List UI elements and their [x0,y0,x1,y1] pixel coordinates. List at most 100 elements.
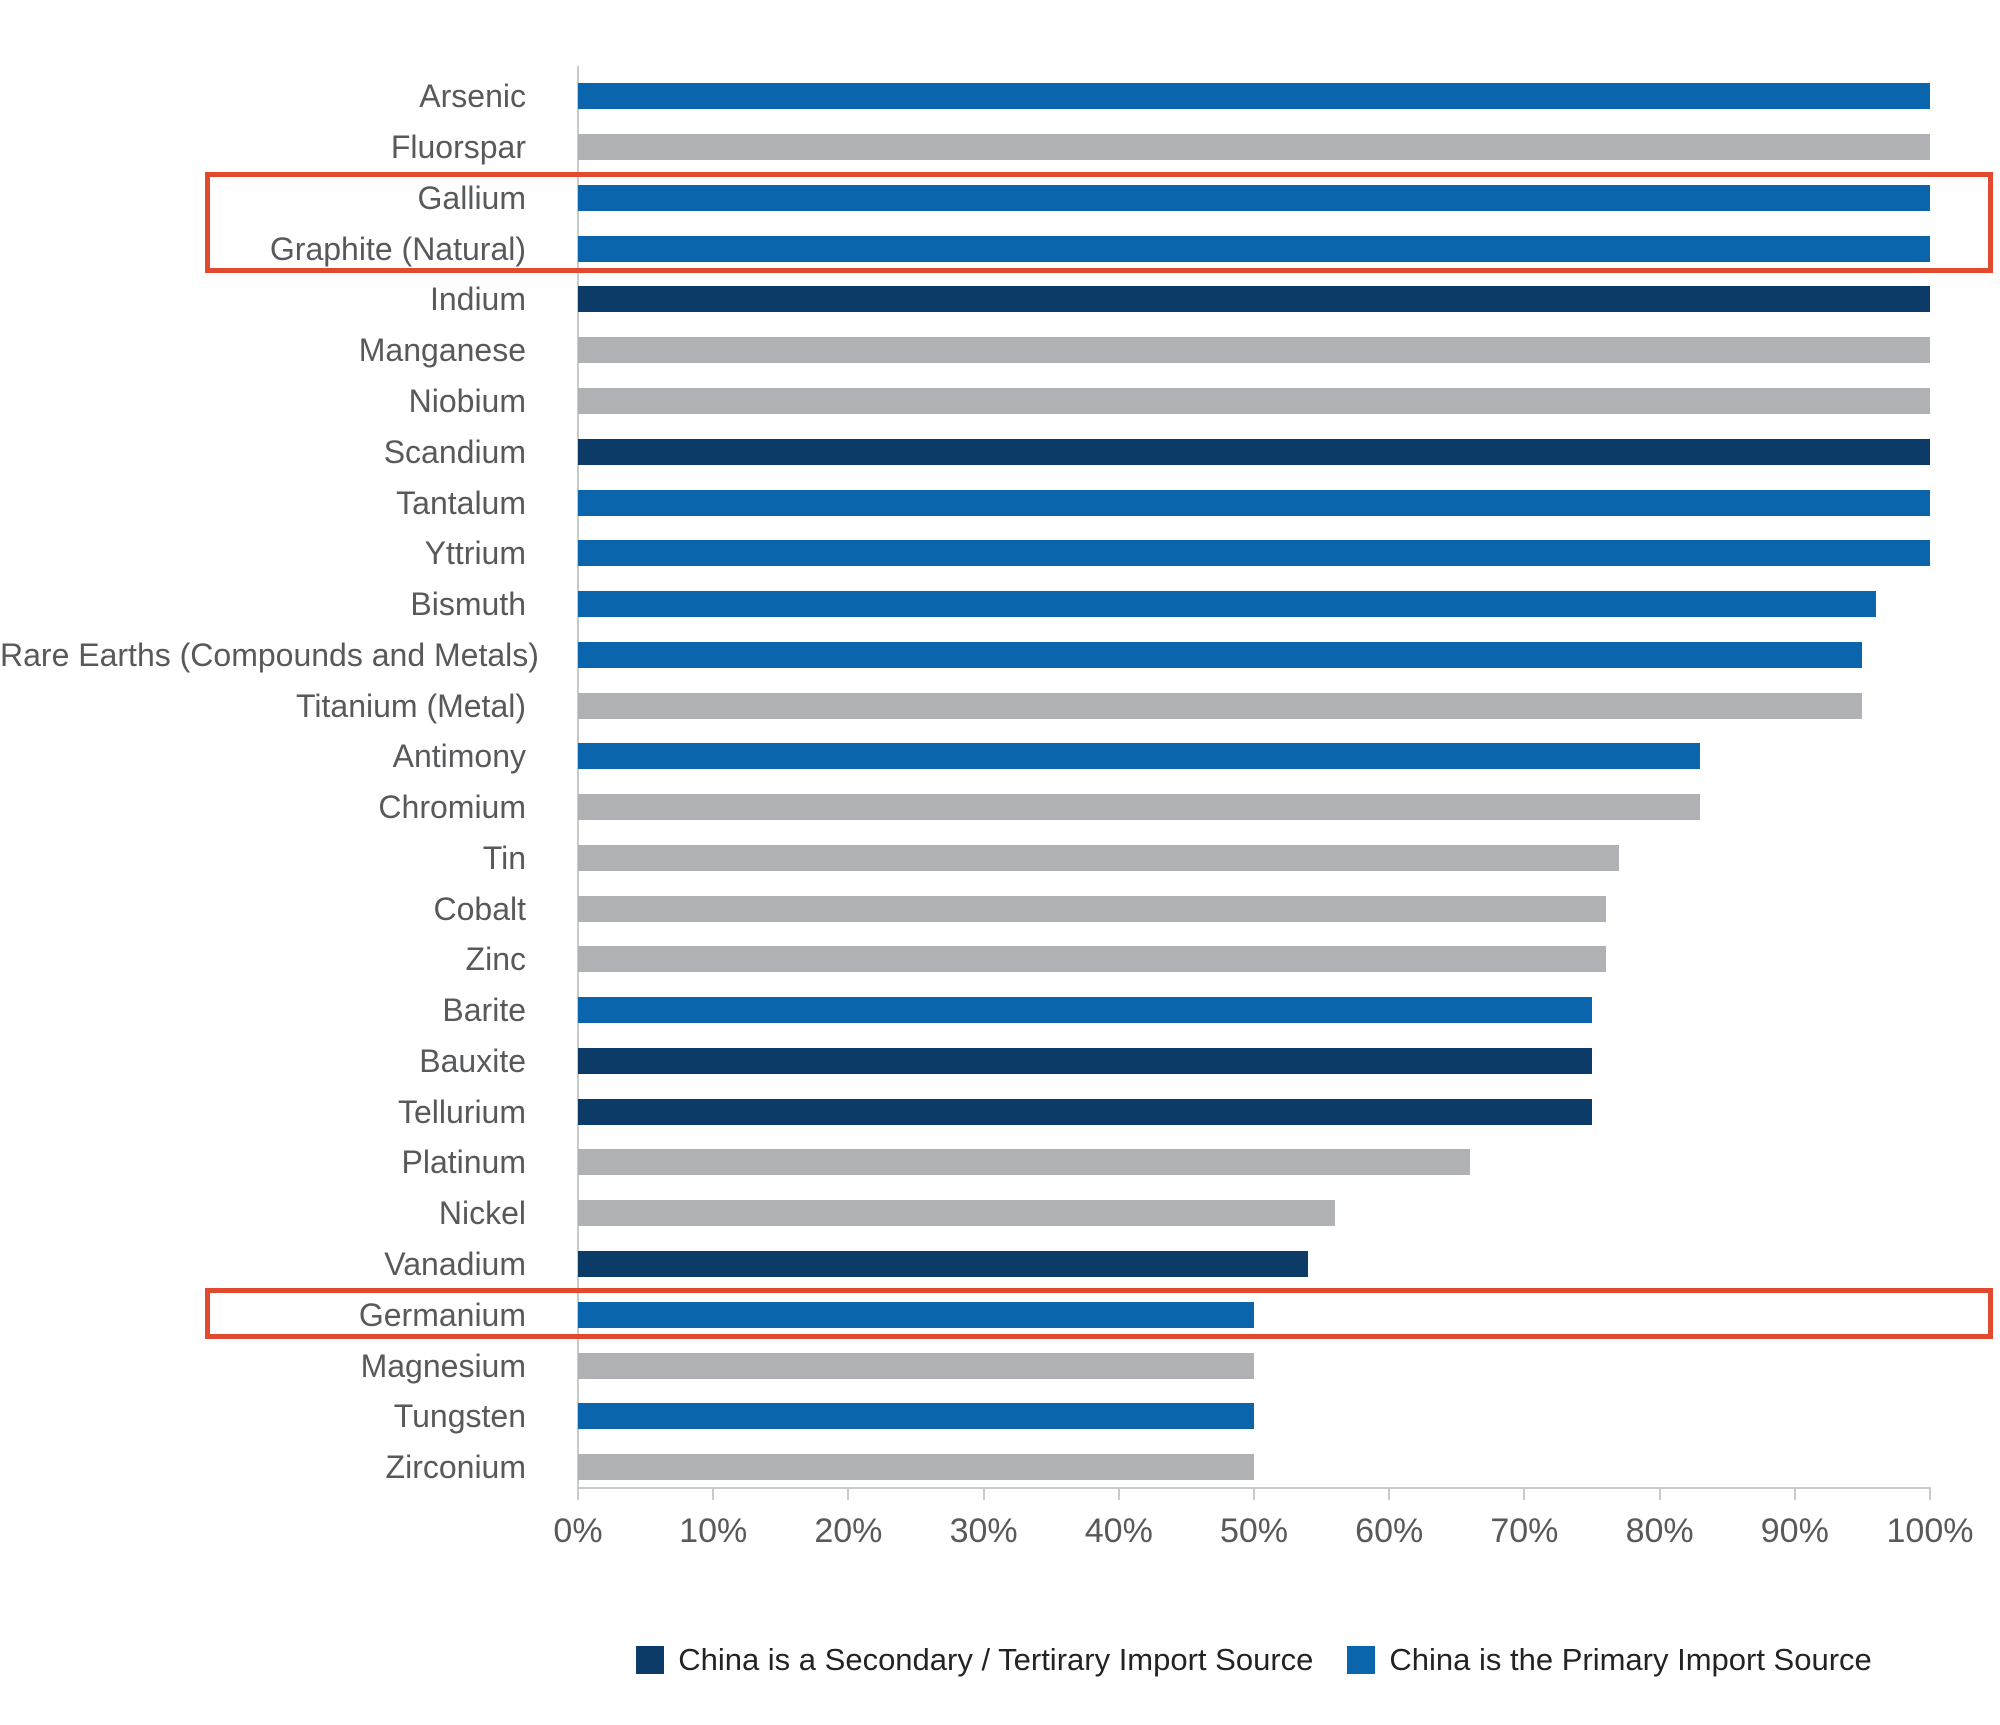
bar [578,997,1592,1024]
x-axis-tick [1253,1487,1255,1500]
highlight-box-gallium-graphite [205,172,1993,273]
chart-row: Germanium [0,1289,1930,1340]
bar-track [578,1149,1930,1176]
bar-track [578,1200,1930,1227]
chart-row: Scandium [0,426,1930,477]
chart-row: Tellurium [0,1086,1930,1137]
bar [578,794,1701,821]
x-axis-tick-label: 10% [679,1512,748,1550]
bar-track [578,1098,1930,1125]
category-label: Manganese [358,332,526,369]
legend-swatch-secondary [636,1646,665,1674]
chart-row: Titanium (Metal) [0,680,1930,731]
category-label: Graphite (Natural) [269,230,526,267]
bar-track [578,489,1930,516]
x-axis-tick [577,1487,579,1500]
x-axis-tick-label: 90% [1760,1512,1829,1550]
bar [578,743,1701,770]
chart-row: Tungsten [0,1391,1930,1442]
bar-track [578,184,1930,211]
category-label: Zirconium [385,1449,526,1486]
x-axis-tick-label: 60% [1355,1512,1424,1550]
legend-label: China is a Secondary / Tertirary Import … [678,1642,1314,1677]
bar [578,1149,1471,1176]
chart-row: Bismuth [0,579,1930,630]
legend: China is a Secondary / Tertirary Import … [578,1638,1930,1682]
bar [578,1403,1254,1430]
x-axis-tick [1929,1487,1931,1500]
bar-track [578,83,1930,110]
bar-track [578,895,1930,922]
bar-track [578,692,1930,719]
legend-item-secondary: China is a Secondary / Tertirary Import … [636,1642,1313,1678]
chart-row: Bauxite [0,1036,1930,1087]
category-label: Tantalum [396,484,526,521]
x-axis-tick-label: 20% [814,1512,883,1550]
bar [578,235,1930,262]
bar [578,387,1930,414]
bar-track [578,1403,1930,1430]
bar [578,692,1863,719]
bar [578,895,1606,922]
y-axis-line [577,66,579,1487]
bar [578,438,1930,465]
legend-item-primary: China is the Primary Import Source [1347,1642,1872,1678]
bar [578,1301,1254,1328]
category-label: Bauxite [419,1042,526,1079]
bar [578,1047,1592,1074]
chart-row: Arsenic [0,71,1930,122]
bar [578,1200,1336,1227]
x-axis-tick [1117,1487,1120,1500]
bar [578,1098,1592,1125]
bar-track [578,1047,1930,1074]
chart-row: Yttrium [0,528,1930,579]
category-label: Barite [442,992,526,1029]
category-label: Tungsten [393,1398,526,1435]
chart-row: Antimony [0,731,1930,782]
bar-track [578,794,1930,821]
chart-row: Manganese [0,325,1930,376]
bar-track [578,1352,1930,1379]
bar [578,286,1930,313]
category-label: Yttrium [424,535,526,572]
bar-track [578,438,1930,465]
bar-track [578,844,1930,871]
bar [578,83,1930,110]
category-label: Germanium [358,1296,526,1333]
chart-row: Nickel [0,1188,1930,1239]
category-label: Zinc [465,941,526,978]
category-label: Nickel [438,1195,526,1232]
chart-row: Platinum [0,1137,1930,1188]
category-label: Chromium [378,789,526,826]
chart-row: Gallium [0,173,1930,224]
category-label: Bismuth [410,586,526,623]
category-label: Platinum [401,1144,527,1181]
bar [578,1352,1254,1379]
bar [578,184,1930,211]
x-axis-tick-label: 70% [1490,1512,1559,1550]
category-label: Niobium [408,382,526,419]
bar [578,844,1620,871]
bar-track [578,235,1930,262]
bar [578,337,1930,364]
x-axis-tick [847,1487,850,1500]
bar [578,1454,1254,1481]
legend-swatch-primary [1347,1646,1376,1674]
bar [578,641,1863,668]
bar-track [578,591,1930,618]
x-axis-tick [1658,1487,1661,1500]
legend-label: China is the Primary Import Source [1389,1642,1872,1677]
category-label: Rare Earths (Compounds and Metals) [0,636,539,673]
x-axis-tick [712,1487,715,1500]
chart-row: Zirconium [0,1442,1930,1493]
bar [578,591,1876,618]
category-label: Indium [429,281,526,318]
x-axis-tick [982,1487,985,1500]
chart-row: Magnesium [0,1340,1930,1391]
bar [578,540,1930,567]
category-label: Gallium [417,179,526,216]
bar-track [578,540,1930,567]
category-label: Scandium [383,433,526,470]
x-axis-tick-label: 30% [949,1512,1018,1550]
bar-track [578,286,1930,313]
